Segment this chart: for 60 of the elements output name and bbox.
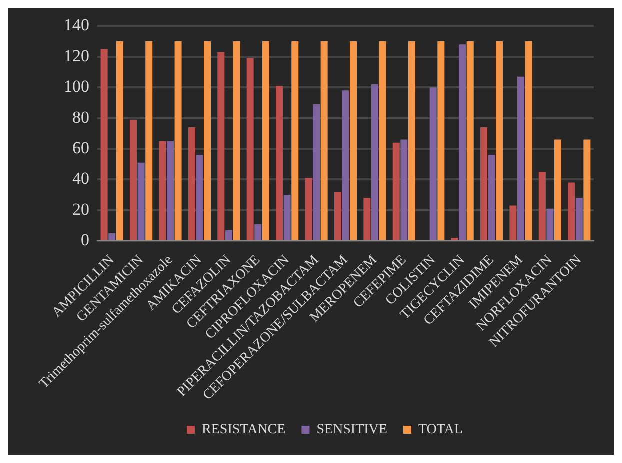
- bar: [246, 58, 254, 240]
- bar: [130, 120, 138, 240]
- bar: [568, 182, 576, 240]
- bar: [313, 104, 320, 240]
- bar: [167, 141, 174, 240]
- bar: [517, 76, 524, 240]
- bar: [408, 42, 416, 240]
- bar: [108, 233, 116, 240]
- legend-label: SENSITIVE: [316, 422, 388, 438]
- bar: [496, 42, 504, 240]
- bar: [459, 44, 466, 240]
- y-tick-label: 80: [72, 108, 90, 127]
- bar: [262, 42, 270, 240]
- bar: [218, 52, 225, 240]
- bar: [196, 155, 204, 240]
- bar: [305, 178, 312, 240]
- y-tick-label: 120: [64, 46, 90, 66]
- bar: [334, 192, 342, 240]
- bar: [233, 42, 240, 240]
- bar: [466, 42, 474, 240]
- bar: [292, 42, 299, 240]
- bar: [576, 198, 583, 240]
- bar: [284, 195, 291, 240]
- bar: [276, 86, 284, 240]
- bar: [510, 206, 517, 240]
- bar: [400, 140, 408, 240]
- bar: [188, 128, 196, 240]
- bar: [438, 42, 445, 240]
- bar: [159, 141, 166, 240]
- y-tick-label: 40: [72, 169, 90, 188]
- legend-label: TOTAL: [418, 422, 463, 438]
- y-tick-label: 140: [64, 16, 90, 35]
- bar: [100, 49, 108, 240]
- bar: [254, 224, 262, 240]
- bar: [488, 155, 496, 240]
- bar: [342, 90, 350, 240]
- bar: [554, 140, 562, 240]
- y-tick-label: 60: [72, 138, 90, 158]
- bar: [320, 42, 328, 240]
- bar: [546, 208, 554, 240]
- bar: [138, 162, 145, 240]
- bar: [538, 172, 546, 240]
- bar: [146, 42, 153, 240]
- legend-label: RESISTANCE: [202, 422, 286, 438]
- bar: [480, 128, 488, 240]
- bar: [392, 142, 400, 240]
- bar: [364, 198, 371, 240]
- y-tick-label: 20: [72, 200, 90, 219]
- bar: [584, 140, 591, 240]
- bar: [350, 42, 358, 240]
- bar: [379, 42, 386, 240]
- bar: [371, 84, 378, 240]
- y-tick-label: 100: [64, 77, 90, 96]
- bar: [225, 230, 232, 240]
- bar: [116, 42, 124, 240]
- y-tick-label: 0: [81, 230, 90, 250]
- bar: [174, 42, 182, 240]
- bar: [204, 42, 212, 240]
- bar: [430, 88, 437, 240]
- bar: [525, 42, 532, 240]
